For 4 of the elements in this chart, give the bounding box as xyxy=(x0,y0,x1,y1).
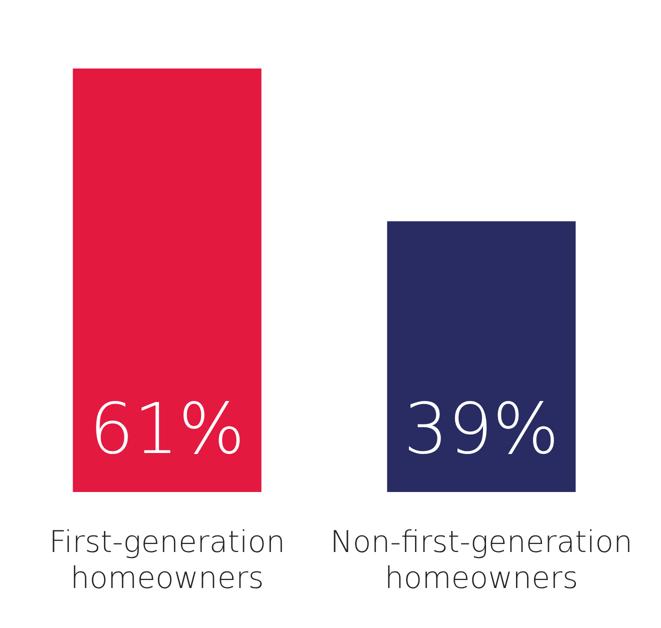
data-label: 61% xyxy=(89,388,245,470)
x-tick-label: Non-first-generation homeowners xyxy=(330,524,633,596)
x-tick-label: First-generation homeowners xyxy=(49,524,286,596)
data-label: 39% xyxy=(404,388,560,470)
